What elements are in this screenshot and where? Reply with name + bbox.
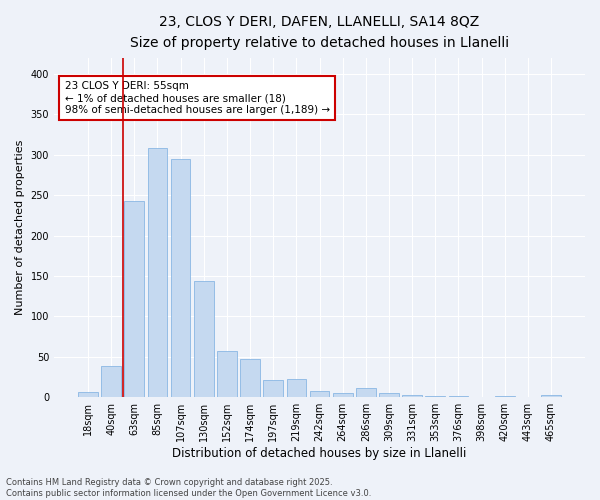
Bar <box>263 380 283 397</box>
Bar <box>171 159 190 397</box>
Bar <box>240 359 260 397</box>
Bar <box>148 148 167 397</box>
Bar <box>425 396 445 397</box>
Bar <box>101 366 121 397</box>
Bar <box>541 395 561 397</box>
Bar <box>402 395 422 397</box>
Bar <box>333 393 353 397</box>
Bar <box>310 390 329 397</box>
Bar <box>194 281 214 397</box>
Bar <box>78 392 98 397</box>
X-axis label: Distribution of detached houses by size in Llanelli: Distribution of detached houses by size … <box>172 447 467 460</box>
Bar <box>124 201 144 397</box>
Bar <box>379 393 399 397</box>
Y-axis label: Number of detached properties: Number of detached properties <box>15 140 25 315</box>
Bar <box>495 396 515 397</box>
Text: Contains HM Land Registry data © Crown copyright and database right 2025.
Contai: Contains HM Land Registry data © Crown c… <box>6 478 371 498</box>
Title: 23, CLOS Y DERI, DAFEN, LLANELLI, SA14 8QZ
Size of property relative to detached: 23, CLOS Y DERI, DAFEN, LLANELLI, SA14 8… <box>130 15 509 50</box>
Bar <box>449 396 468 397</box>
Text: 23 CLOS Y DERI: 55sqm
← 1% of detached houses are smaller (18)
98% of semi-detac: 23 CLOS Y DERI: 55sqm ← 1% of detached h… <box>65 82 330 114</box>
Bar <box>217 351 237 397</box>
Bar <box>356 388 376 397</box>
Bar <box>287 380 306 397</box>
